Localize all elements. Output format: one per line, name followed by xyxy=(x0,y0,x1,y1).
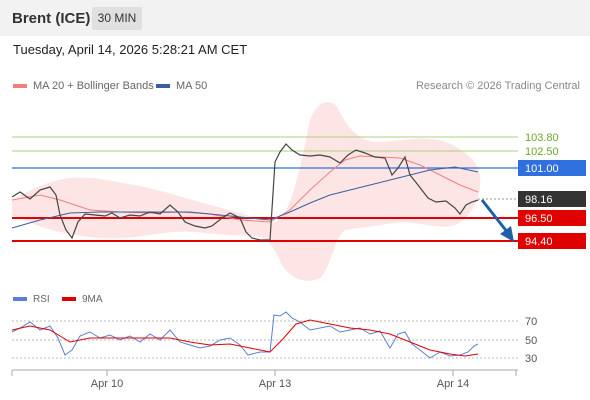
level-98-16-label: 98.16 xyxy=(525,194,553,206)
ma50-legend: MA 50 xyxy=(156,80,207,92)
level-103-80-label: 103.80 xyxy=(525,132,559,144)
rsi-swatch xyxy=(13,297,27,301)
level-101-00-badge xyxy=(518,160,586,176)
price-line xyxy=(11,143,479,241)
level-96-50-label: 96.50 xyxy=(525,213,553,225)
rsi-legend-label: RSI xyxy=(33,294,50,305)
timeframe-button[interactable]: 30 MIN xyxy=(92,7,142,30)
ma20-line xyxy=(11,155,479,223)
level-101-00-label: 101.00 xyxy=(525,163,559,175)
ma50-swatch xyxy=(156,84,170,88)
rsi-level-70-label: 70 xyxy=(525,316,537,328)
ma20-legend: MA 20 + Bollinger Bands xyxy=(13,80,154,92)
rsi-level-50-label: 50 xyxy=(525,335,537,347)
rsi-line xyxy=(11,311,479,359)
instrument-title: Brent (ICE) xyxy=(12,10,91,27)
level-102-50-label: 102.50 xyxy=(525,146,559,158)
x-label-apr14: Apr 14 xyxy=(437,378,469,390)
level-94-40-label: 94.40 xyxy=(525,236,553,248)
level-96-50-badge xyxy=(518,210,586,226)
level-98-16-badge xyxy=(518,191,586,207)
level-94-40-badge xyxy=(518,233,586,249)
ma50-label: MA 50 xyxy=(176,80,208,92)
x-label-apr10: Apr 10 xyxy=(91,378,123,390)
rsi-ma-line xyxy=(11,319,479,357)
bollinger-band xyxy=(12,102,481,281)
ma50-line xyxy=(11,166,479,229)
rsi-ma-legend-label: 9MA xyxy=(82,294,103,305)
forecast-arrow xyxy=(480,199,510,234)
chart-datetime: Tuesday, April 14, 2026 5:28:21 AM CET xyxy=(13,42,248,57)
rsi-ma-swatch xyxy=(62,297,76,301)
research-credit: Research © 2026 Trading Central xyxy=(415,80,580,92)
forecast-arrowhead xyxy=(500,226,514,242)
chart-header: Brent (ICE) 30 MIN xyxy=(0,0,590,36)
ma20-swatch xyxy=(13,84,27,88)
x-label-apr13: Apr 13 xyxy=(259,378,291,390)
rsi-level-30-label: 30 xyxy=(525,353,537,365)
ma20-label: MA 20 + Bollinger Bands xyxy=(33,80,154,92)
